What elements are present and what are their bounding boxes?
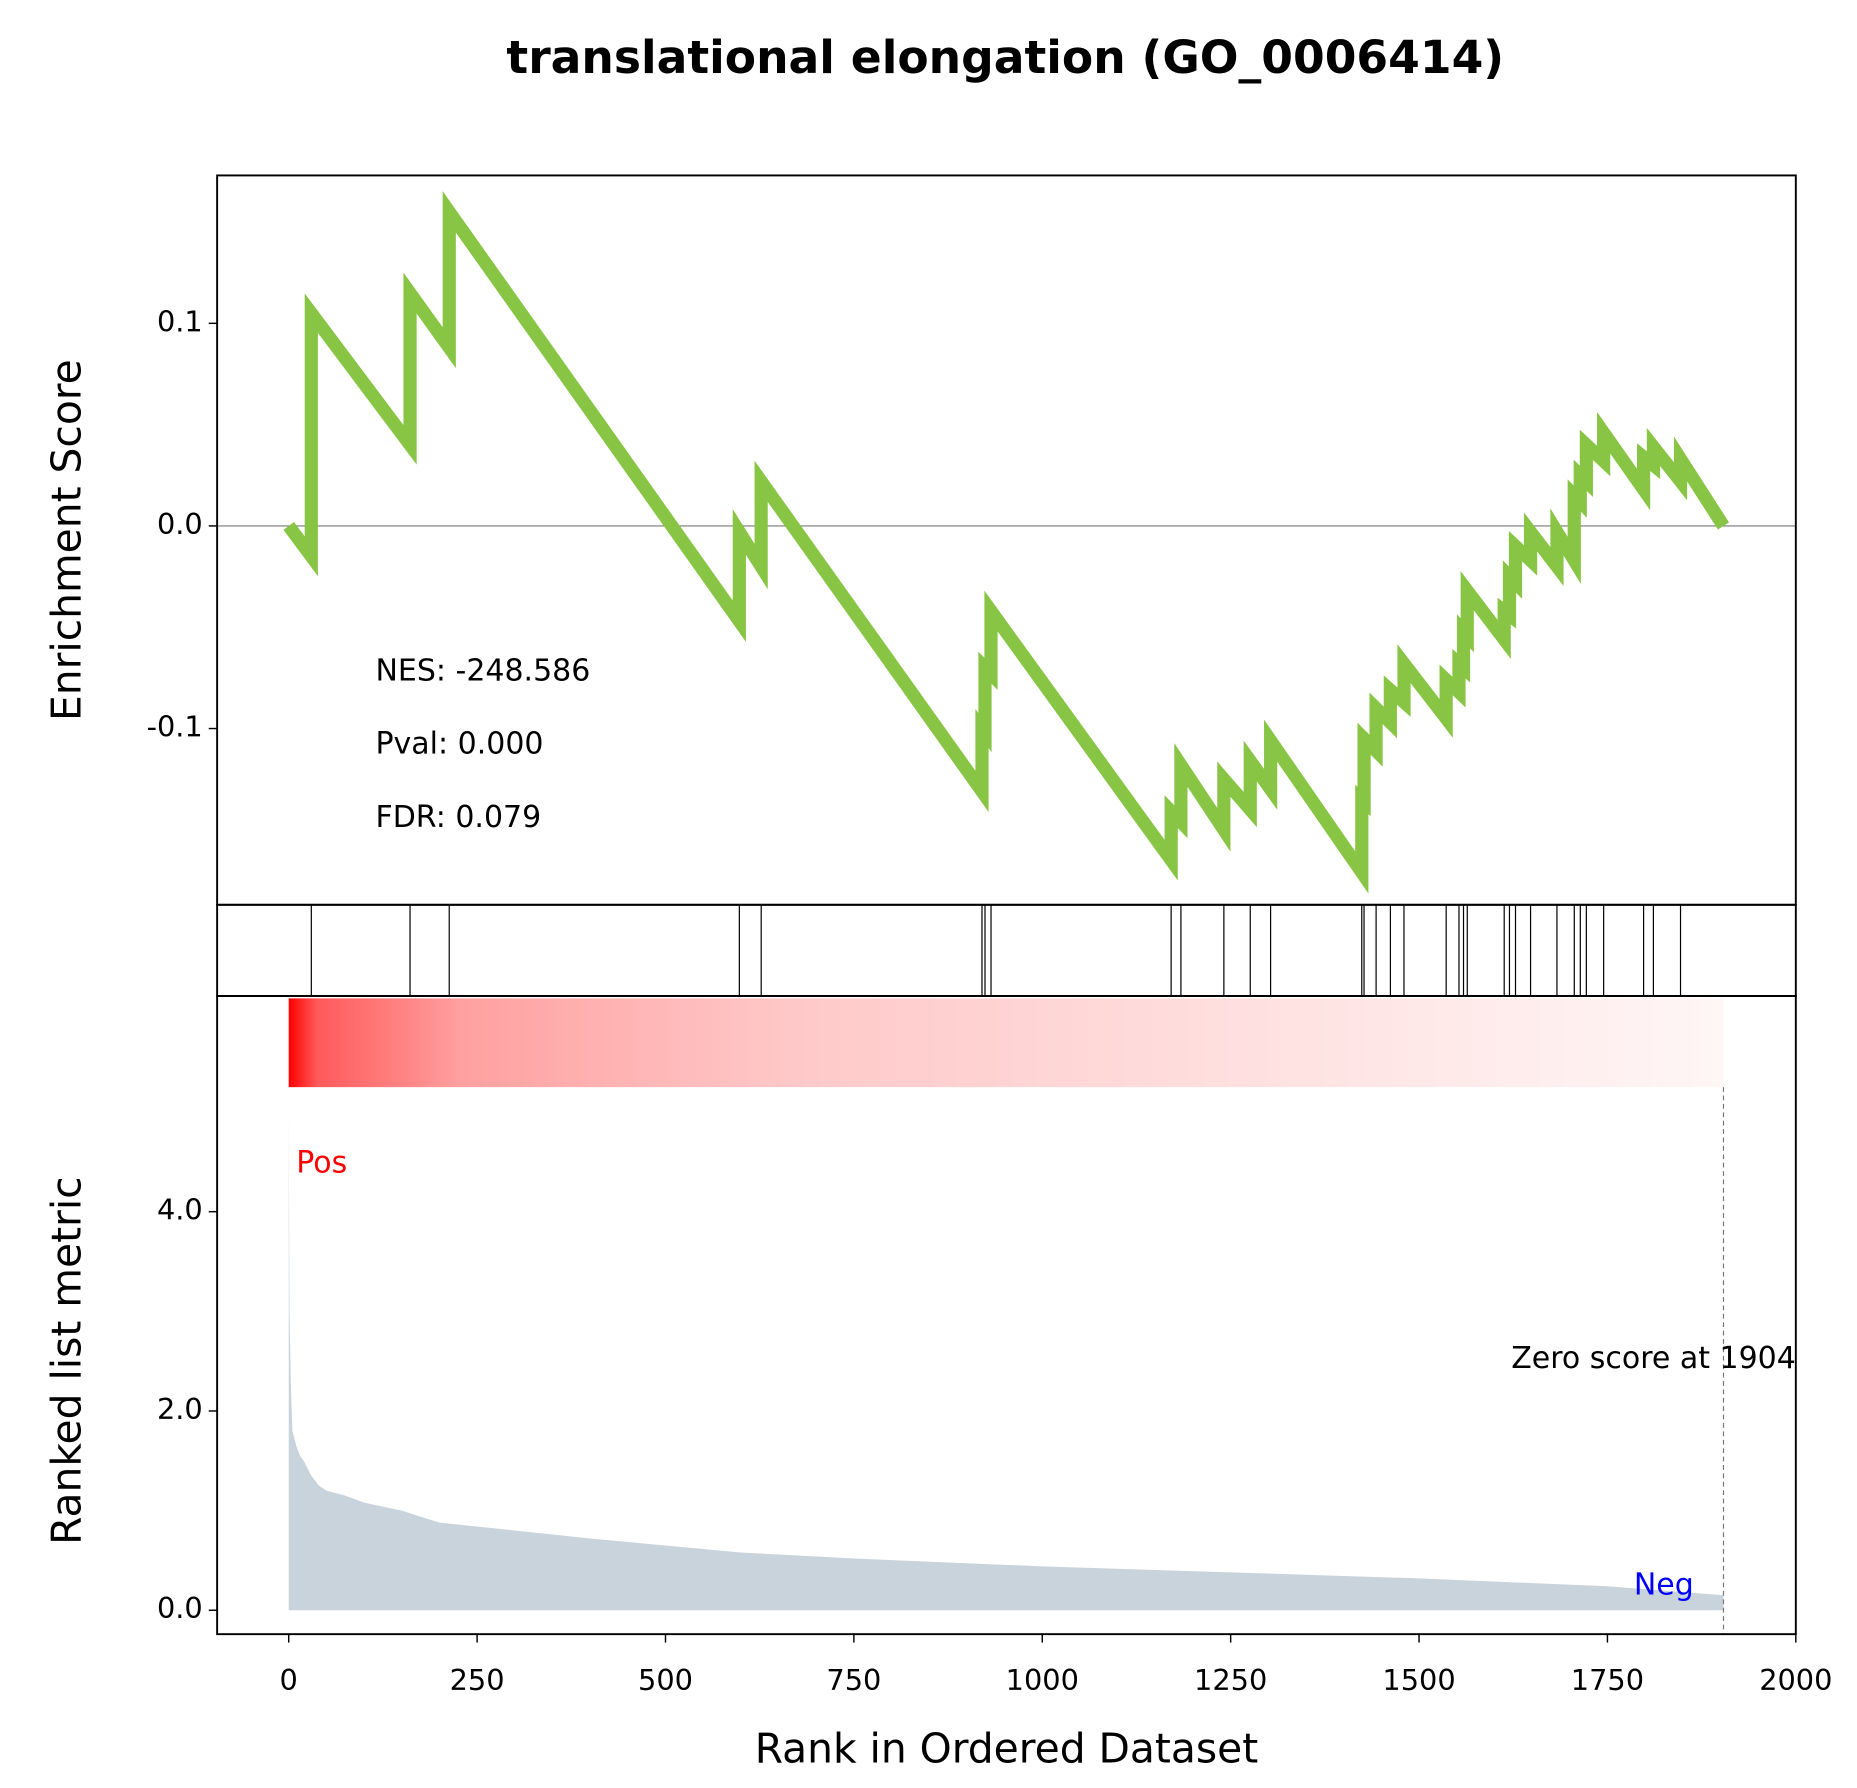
zero-score-label: Zero score at 1904 [1511,1341,1796,1376]
x-tick-label: 2000 [1759,1663,1832,1697]
y-tick-label: 0.1 [157,304,203,338]
y-tick-label: 2.0 [157,1392,203,1426]
rank-colorbar [288,998,1724,1088]
x-tick-label: 1500 [1382,1663,1455,1697]
x-tick-label: 1250 [1194,1663,1267,1697]
y-tick-label: 0.0 [157,1591,203,1625]
chart-title: translational elongation (GO_0006414) [506,31,1504,84]
x-tick-label: 500 [638,1663,693,1697]
y-axis-label: Enrichment Score [43,359,91,721]
x-tick-label: 1750 [1571,1663,1644,1697]
y-tick-label: 4.0 [157,1193,203,1227]
x-axis-label: Rank in Ordered Dataset [755,1725,1258,1773]
stat-annotation: FDR: 0.079 [375,800,541,835]
x-tick-label: 250 [450,1663,505,1697]
metric-area [288,1112,1724,1611]
y-axis-label: Ranked list metric [43,1176,91,1544]
stat-annotation: NES: -248.586 [375,654,590,689]
pos-label: Pos [296,1145,347,1180]
y-tick-label: -0.1 [147,710,203,744]
stat-annotation: Pval: 0.000 [375,727,543,762]
x-tick-label: 1000 [1006,1663,1079,1697]
neg-label: Neg [1634,1568,1694,1603]
x-tick-label: 0 [280,1663,298,1697]
axes-frame [216,903,1797,997]
axes-frame [216,995,1797,1636]
es-line [283,191,1730,894]
x-tick-label: 750 [826,1663,881,1697]
y-tick-label: 0.0 [157,507,203,541]
